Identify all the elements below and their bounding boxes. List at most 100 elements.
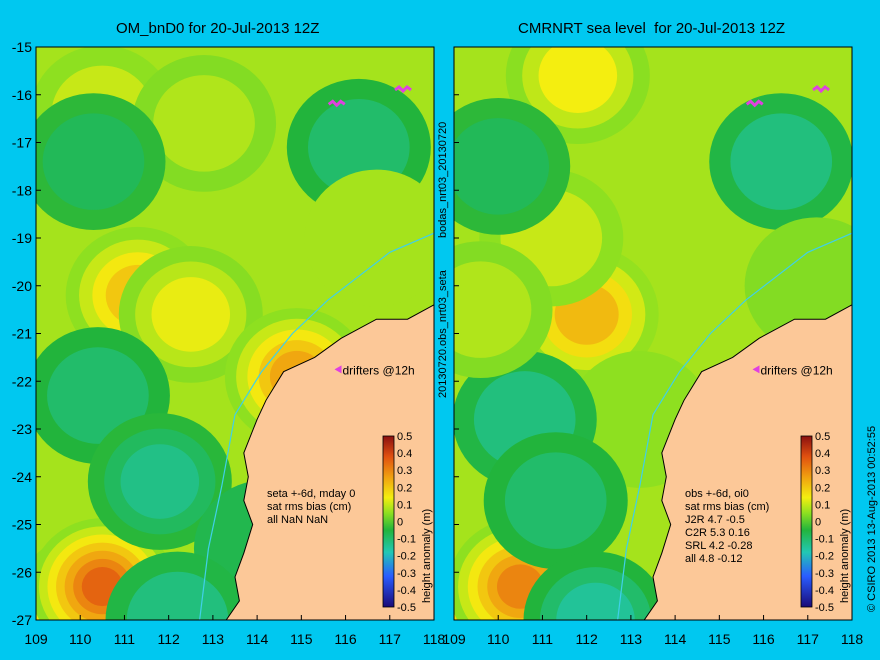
left-y-tick-label: -20: [12, 278, 32, 294]
left-stats-line: seta +-6d, mday 0: [267, 488, 355, 500]
right-x-tick-label: 110: [487, 631, 510, 647]
left-drifter-marker: [334, 365, 342, 374]
left-anomaly-contour: [126, 571, 229, 620]
right-map-panel: 109 110 111 112 113 114 115 116 117 118 drifters @…: [442, 46, 864, 647]
right-source-label: bodas_nrt03_20130720: [437, 121, 449, 238]
right-stats-line: obs +-6d, oi0: [685, 488, 749, 500]
left-x-tick-label: 117: [379, 631, 402, 647]
left-colorbar-tick-label: 0: [397, 517, 403, 529]
right-colorbar-tick-label: 0.3: [815, 465, 830, 477]
right-colorbar-tick-label: 0: [815, 517, 821, 529]
left-colorbar-tick-label: -0.4: [397, 585, 416, 597]
left-y-tick-label: -27: [12, 612, 32, 628]
right-stats-line: C2R 5.3 0.16: [685, 527, 750, 539]
left-x-tick-label: 118: [423, 631, 446, 647]
right-anomaly-contour: [730, 113, 833, 210]
right-stats-line: sat rms bias (cm): [685, 501, 769, 513]
right-colorbar-tick-label: -0.5: [815, 602, 834, 614]
left-y-tick-label: -16: [12, 87, 32, 103]
left-drifter-track: [327, 99, 346, 108]
right-colorbar-label: height anomaly (m): [839, 509, 851, 603]
right-colorbar-tick-label: -0.2: [815, 551, 834, 563]
right-colorbar-tick-label: -0.3: [815, 568, 834, 580]
left-y-tick-label: -23: [12, 421, 32, 437]
right-field: [454, 47, 852, 620]
left-y-tick-label: -21: [12, 326, 32, 342]
left-x-tick-label: 115: [290, 631, 313, 647]
left-colorbar-tick-label: -0.5: [397, 602, 416, 614]
left-x-tick-label: 112: [158, 631, 181, 647]
left-shelf-contour: [199, 232, 434, 620]
right-stats-line: SRL 4.2 -0.28: [685, 540, 752, 552]
right-colorbar-tick-label: -0.1: [815, 534, 834, 546]
left-y-tick-label: -24: [12, 469, 32, 485]
left-y-tick-label: -26: [12, 564, 32, 580]
right-chart-title: CMRNRT sea level for 20-Jul-2013 12Z: [518, 20, 786, 37]
right-colorbar-tick-label: 0.1: [815, 499, 830, 511]
left-chart-title: OM_bnD0 for 20-Jul-2013 12Z: [116, 20, 320, 37]
left-x-tick-label: 114: [246, 631, 269, 647]
right-drifter-track: [812, 84, 830, 94]
left-y-tick-label: -17: [12, 135, 32, 151]
right-colorbar-tick-label: 0.2: [815, 482, 830, 494]
right-colorbar: [800, 435, 813, 608]
left-colorbar-tick-label: -0.1: [397, 534, 416, 546]
right-x-tick-label: 114: [664, 631, 687, 647]
right-anomaly-contour: [538, 47, 618, 113]
left-anomaly-contour: [153, 75, 255, 172]
left-y-tick-label: -19: [12, 230, 32, 246]
left-drifters-label: drifters @12h: [343, 363, 415, 377]
right-drifters-label: drifters @12h: [761, 363, 833, 377]
right-x-tick-label: 118: [841, 631, 864, 647]
right-x-tick-label: 109: [442, 631, 466, 647]
right-stats-line: all 4.8 -0.12: [685, 553, 742, 565]
right-drifter-track: [745, 99, 764, 108]
left-y-tick-label: -18: [12, 182, 32, 198]
right-land: [643, 304, 852, 620]
left-map-panel: 109 110 111 112 113 114 115 116 117 118 -15 -16 -17 -…: [12, 39, 446, 647]
left-colorbar-tick-label: 0.1: [397, 499, 412, 511]
right-x-tick-label: 112: [576, 631, 599, 647]
left-stats-line: all NaN NaN: [267, 514, 328, 526]
left-field: [36, 47, 434, 620]
left-x-tick-label: 111: [114, 631, 135, 647]
left-colorbar: [382, 435, 395, 608]
left-stats-line: sat rms bias (cm): [267, 501, 351, 513]
right-anomaly-contour: [504, 452, 607, 549]
left-colorbar-label: height anomaly (m): [421, 509, 433, 603]
left-colorbar-tick-label: -0.3: [397, 568, 416, 580]
right-drifter-marker: [752, 365, 760, 374]
right-colorbar-tick-label: 0.5: [815, 431, 830, 443]
right-anomaly-contour: [454, 261, 532, 358]
left-y-tick-label: -15: [12, 39, 32, 55]
left-source-label: 20130720.obs_nrt03_seta: [437, 270, 449, 398]
left-anomaly-contour: [151, 277, 231, 352]
left-anomaly-contour: [120, 444, 200, 519]
left-y-tick-label: -22: [12, 373, 32, 389]
right-colorbar-tick-label: 0.4: [815, 448, 830, 460]
left-x-tick-label: 109: [24, 631, 48, 647]
left-land: [225, 304, 434, 620]
right-x-tick-label: 113: [620, 631, 643, 647]
left-anomaly-contour: [47, 347, 149, 444]
left-drifter-track: [394, 84, 412, 94]
right-x-tick-label: 116: [752, 631, 775, 647]
left-colorbar-tick-label: -0.2: [397, 551, 416, 563]
right-anomaly-contour: [556, 582, 635, 620]
copyright-label: © CSIRO 2013 13-Aug-2013 00:52:55: [866, 425, 878, 612]
left-colorbar-tick-label: 0.4: [397, 448, 412, 460]
left-anomaly-contour: [304, 169, 434, 307]
right-colorbar-tick-label: -0.4: [815, 585, 834, 597]
right-stats-line: J2R 4.7 -0.5: [685, 514, 745, 526]
left-x-tick-label: 113: [202, 631, 225, 647]
right-shelf-contour: [617, 232, 852, 620]
left-colorbar-tick-label: 0.3: [397, 465, 412, 477]
left-x-tick-label: 110: [69, 631, 92, 647]
left-anomaly-contour: [42, 113, 145, 210]
right-x-tick-label: 111: [532, 631, 553, 647]
left-x-tick-label: 116: [334, 631, 357, 647]
right-x-tick-label: 117: [797, 631, 820, 647]
right-x-tick-label: 115: [708, 631, 731, 647]
right-anomaly-contour: [454, 118, 550, 215]
